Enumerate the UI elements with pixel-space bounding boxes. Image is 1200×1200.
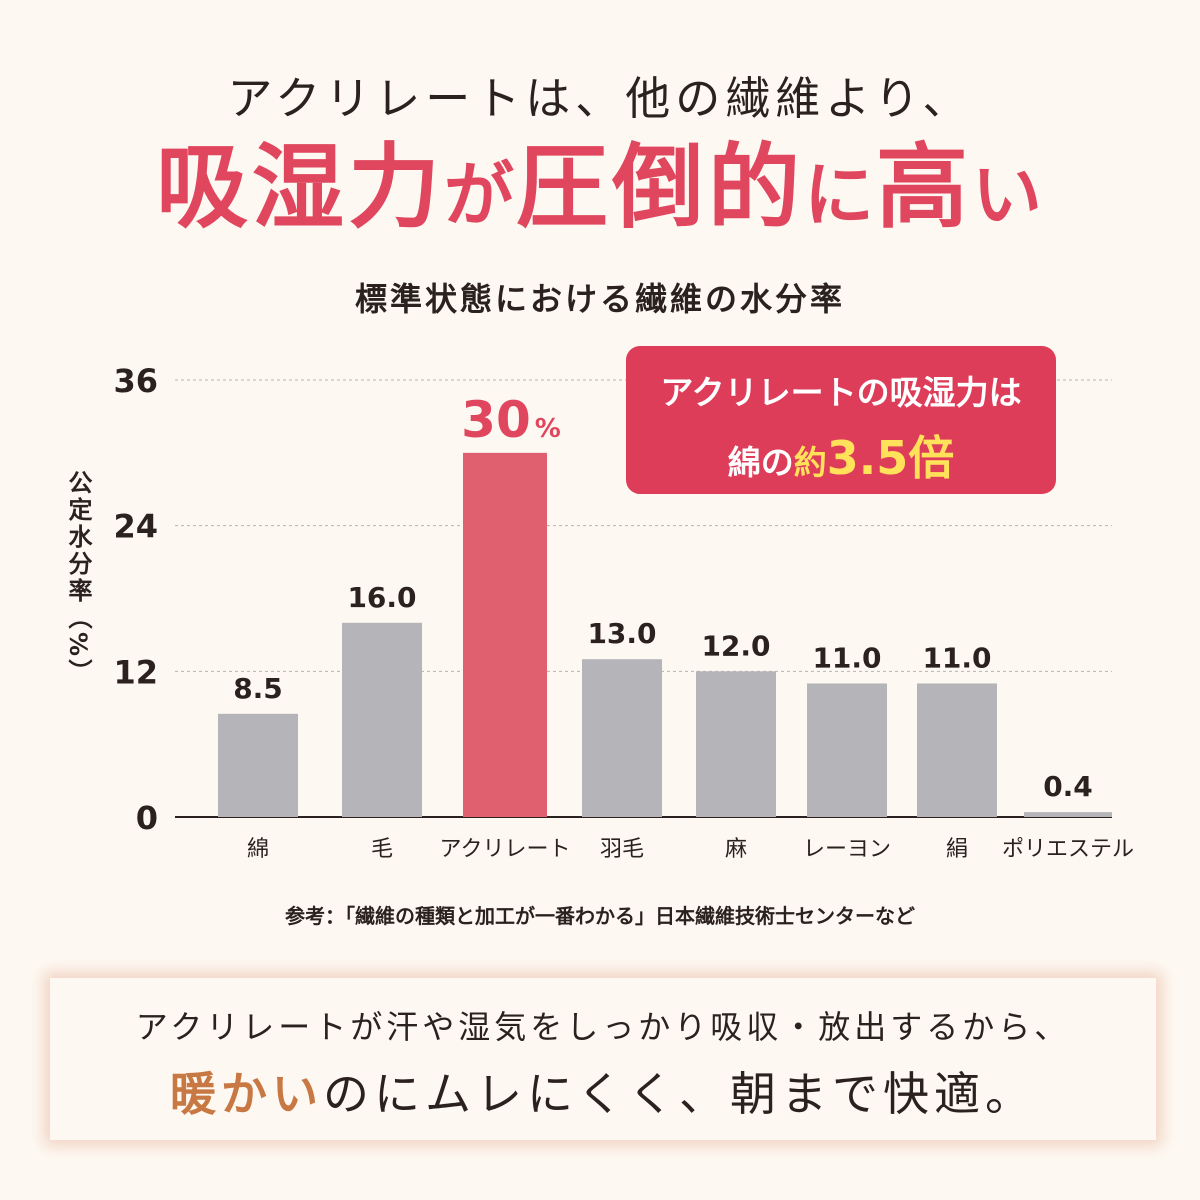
message-rest: のにムレにくく、朝まで快適。 [322,1067,1037,1121]
y-axis-label: 公定水分率（%） [64,470,92,686]
bar-0 [218,713,298,817]
headline-part-6: い [972,153,1045,236]
category-label-6: 絹 [946,837,968,862]
chart-title: 標準状態における繊維の水分率 [354,280,845,318]
value-label-1: 16.0 [347,581,416,614]
value-label-7: 0.4 [1043,770,1093,803]
category-label-5: レーヨン [803,837,891,862]
category-label-4: 麻 [725,837,747,862]
callout-value: 3.5倍 [826,431,955,485]
value-label-6: 11.0 [922,641,991,674]
value-label-4: 12.0 [701,629,770,662]
value-label-3: 13.0 [587,617,656,650]
callout-prefix: 綿の [727,443,794,482]
message-box: アクリレートが汗や湿気をしっかり吸収・放出するから、 暖かいのにムレにくく、朝ま… [50,978,1156,1140]
source-note: 参考：「繊維の種類と加工が一番わかる」日本繊維技術士センターなど [285,904,915,928]
bar-2 [463,452,547,817]
y-tick-label-0: 0 [136,799,158,837]
callout-line-1: アクリレートの吸湿力は [660,373,1022,412]
bar-4 [696,671,776,817]
category-label-0: 綿 [247,837,269,862]
bar-1 [342,622,422,817]
headline: 吸湿力が圧倒的に高い [0,132,1200,269]
headline-part-2: が [443,153,516,236]
headline-part-3: 圧倒的 [515,133,804,241]
headline-part-4: に [804,153,876,236]
y-tick-label-1: 12 [113,653,158,691]
bar-6 [917,683,997,817]
value-label-5: 11.0 [812,641,881,674]
bar-7 [1024,812,1112,817]
callout-about: 約 [793,443,827,482]
lead-text: アクリレートは、他の繊維より、 [227,72,973,125]
bar-5 [807,683,887,817]
category-label-2: アクリレート [440,837,571,862]
message-line-1: アクリレートが汗や湿気をしっかり吸収・放出するから、 [135,1008,1071,1046]
message-line-2: 暖かいのにムレにくく、朝まで快適。 [50,1058,1156,1124]
callout-box: アクリレートの吸湿力は 綿の約3.5倍 [626,346,1056,494]
category-label-3: 羽毛 [600,837,644,862]
category-label-7: ポリエステル [1002,837,1134,862]
callout-line-2: 綿の約3.5倍 [626,422,1056,488]
value-label-2: 30% [461,391,561,449]
value-label-0: 8.5 [233,672,283,705]
category-label-1: 毛 [371,837,393,862]
bar-chart: 0 12 24 36 公定水分率（%） 8.5 綿 16.0 毛 30 % アクリレート 13.0 羽毛 1… [64,362,1134,862]
headline-part-5: 高 [876,133,973,241]
message-accent: 暖かい [169,1067,323,1121]
y-tick-label-3: 36 [113,362,158,400]
y-tick-label-2: 24 [113,508,158,546]
headline-part-1: 吸湿力 [155,133,444,241]
bar-3 [582,659,662,817]
